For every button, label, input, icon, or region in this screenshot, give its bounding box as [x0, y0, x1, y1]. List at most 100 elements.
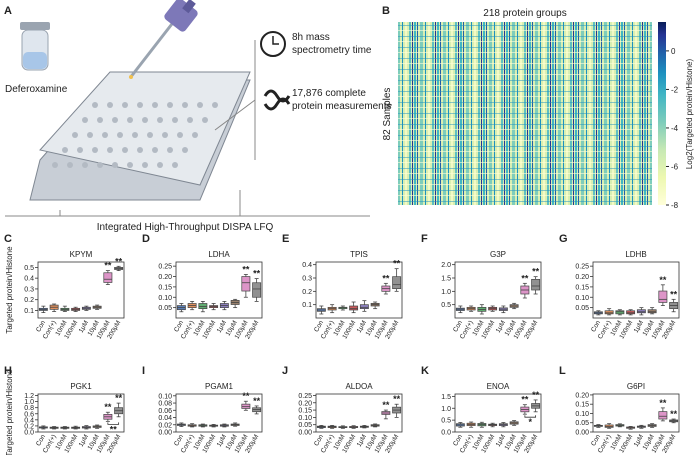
- significance: **: [242, 391, 250, 401]
- significance: **: [521, 273, 529, 283]
- y-tick-label: 0.00: [158, 430, 172, 437]
- significance: **: [115, 393, 123, 403]
- significance: **: [382, 273, 390, 283]
- colorbar-tick-label: -6: [671, 162, 679, 171]
- y-tick-label: 0.0: [441, 430, 451, 437]
- significance: **: [393, 259, 401, 269]
- y-tick-label: 1.5: [441, 276, 451, 283]
- y-tick-label: 0.05: [298, 422, 312, 429]
- y-tick-label: 0.10: [575, 411, 589, 418]
- y-tick-label: 0.0: [24, 430, 34, 437]
- wells: [52, 102, 218, 168]
- y-tick-label: 0.05: [158, 305, 172, 312]
- box: [658, 290, 668, 303]
- protein-icon: [263, 89, 291, 111]
- colorbar-tick-label: -4: [671, 124, 679, 133]
- plot-frame: [175, 261, 263, 319]
- y-tick-label: 0.2: [24, 297, 34, 304]
- y-tick-label: 0.25: [575, 264, 589, 271]
- panel-letter: B: [382, 5, 390, 17]
- heatmap-title: 218 protein groups: [483, 8, 566, 19]
- significance: **: [532, 267, 540, 277]
- chart-title: G6PI: [627, 382, 645, 391]
- chart-title: PGK1: [70, 382, 92, 391]
- y-tick-label: 0.10: [298, 415, 312, 422]
- significance: **: [659, 275, 667, 285]
- box: [604, 310, 614, 315]
- panel-letter: G: [559, 233, 568, 245]
- y-tick-label: 0.04: [158, 415, 172, 422]
- box: [198, 303, 208, 310]
- panel-letter: H: [4, 365, 12, 377]
- y-tick-label: 0.10: [158, 295, 172, 302]
- significance: **: [393, 394, 401, 404]
- y-tick-label: 0.15: [158, 284, 172, 291]
- y-tick-label: 0.06: [158, 408, 172, 415]
- y-tick-label: 0.20: [575, 392, 589, 399]
- measure-text: 17,876 complete: [292, 88, 366, 99]
- y-tick-label: 0.10: [158, 393, 172, 400]
- y-tick-label: 1.2: [24, 393, 34, 400]
- y-axis-label: Targeted protein/Histone: [5, 369, 14, 455]
- box: [531, 278, 541, 291]
- connector: [214, 99, 256, 131]
- y-tick-label: 0.15: [298, 408, 312, 415]
- y-tick-label: 0.10: [575, 295, 589, 302]
- y-tick-label: 0.5: [441, 418, 451, 425]
- box: [349, 305, 359, 311]
- colorbar-tick-label: 0: [671, 47, 676, 56]
- colorbar-tick-label: -2: [671, 85, 679, 94]
- panel-letter: C: [4, 233, 12, 245]
- vial-liquid: [23, 52, 47, 69]
- significance: **: [670, 409, 678, 419]
- box: [359, 304, 369, 310]
- box: [647, 309, 657, 314]
- colorbar-tick-label: -8: [671, 201, 679, 210]
- clock-text: 8h mass: [292, 32, 330, 43]
- y-tick-label: 1.5: [441, 394, 451, 401]
- y-tick-label: 0.02: [158, 422, 172, 429]
- panel-b: B 218 protein groups 82 Samples Log2(Tar…: [382, 5, 694, 205]
- chart-title: LDHB: [625, 250, 646, 259]
- chart-title: PGAM1: [205, 382, 234, 391]
- y-tick-label: 0.5: [24, 265, 34, 272]
- significance: **: [659, 398, 667, 408]
- y-tick-label: 0.20: [298, 400, 312, 407]
- plot-frame: [592, 261, 680, 319]
- box: [658, 411, 668, 420]
- panel-letter: K: [421, 365, 429, 377]
- y-tick-label: 0.00: [298, 430, 312, 437]
- box: [252, 282, 262, 298]
- significance: **: [532, 390, 540, 400]
- box: [615, 310, 625, 315]
- y-tick-label: 0.4: [24, 417, 34, 424]
- y-tick-label: 0.4: [24, 276, 34, 283]
- y-tick-label: 1.0: [441, 289, 451, 296]
- y-tick-label: 0.5: [441, 302, 451, 309]
- plate: [39, 71, 251, 186]
- caption: Integrated High-Throughput DISPA LFQ: [97, 222, 274, 233]
- measure-text: protein measurements: [292, 101, 392, 112]
- y-tick-label: 0.2: [24, 423, 34, 430]
- plot-frame: [315, 261, 403, 319]
- plot-frame: [454, 261, 542, 319]
- y-tick-label: 0.05: [575, 420, 589, 427]
- panel-a: A Deferoxamine 8h mass spectrometry time…: [4, 0, 392, 233]
- significance: **: [115, 256, 123, 266]
- panel-letter: D: [142, 233, 150, 245]
- significance: **: [253, 269, 261, 279]
- plot-frame: [175, 393, 263, 433]
- significance: **: [670, 289, 678, 299]
- y-tick-label: 0.4: [302, 262, 312, 269]
- y-tick-label: 0.3: [302, 276, 312, 283]
- chart-title: TPIS: [350, 250, 368, 259]
- heatmap-rows: [398, 22, 652, 205]
- y-axis-label: Targeted protein/Histone: [5, 246, 14, 334]
- significance: **: [104, 261, 112, 271]
- significance: **: [253, 396, 261, 406]
- plot-frame: [315, 393, 403, 433]
- chart-title: LDHA: [208, 250, 230, 259]
- plot-frame: [37, 393, 125, 433]
- significance: **: [382, 400, 390, 410]
